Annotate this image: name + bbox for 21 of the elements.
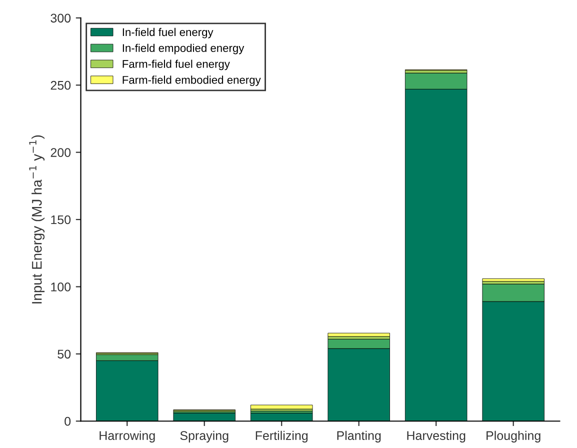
bar [328,332,390,337]
y-tick-label: 100 [51,282,71,292]
legend-label: Farm-field fuel energy [122,60,230,70]
legend-label: Farm-field embodied energy [122,76,261,86]
y-tick-label: 250 [50,80,71,90]
bar [482,278,544,282]
y-tick-label: 200 [50,148,71,157]
bar [250,404,313,410]
x-tick-label: Fertilizing [256,430,308,442]
legend-label: In-field empodied energy [122,44,244,54]
legend-label: In-field fuel energy [122,28,214,38]
x-tick-label: Harrowing [100,430,155,442]
x-tick-label: Ploughing [486,430,540,442]
x-tick-label: Spraying [180,430,228,442]
y-tick-label: 50 [58,350,71,359]
y-tick-label: 0 [64,416,71,426]
y-axis-title: Input Energy (MJ ha$^{−1}$ y$^{−1}$) [29,135,45,304]
x-tick-label: Harvesting [407,430,466,442]
y-tick-label: 150 [51,215,71,224]
x-tick-label: Planting [337,430,381,442]
y-tick-label: 300 [50,14,71,23]
